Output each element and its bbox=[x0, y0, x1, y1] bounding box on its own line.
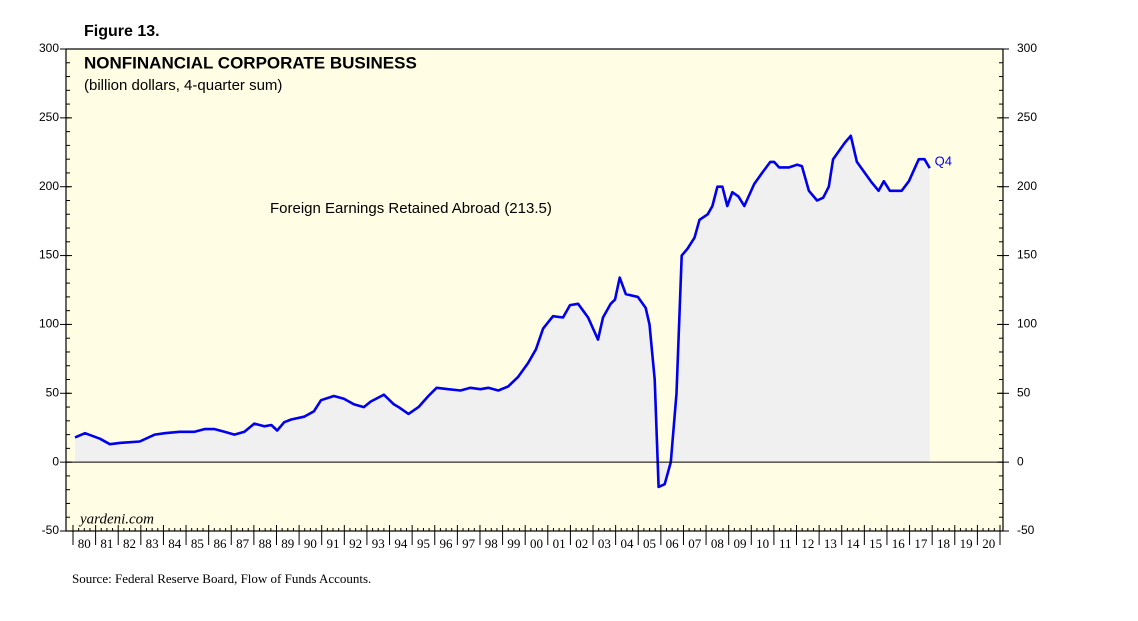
y2-tick-label: 200 bbox=[1017, 179, 1037, 193]
watermark: yardeni.com bbox=[78, 511, 154, 527]
y2-tick-label: -50 bbox=[1017, 523, 1035, 537]
figure-label: Figure 13. bbox=[84, 23, 160, 40]
x-tick-label: 05 bbox=[643, 536, 656, 551]
x-tick-label: 99 bbox=[507, 536, 520, 551]
y-tick-label: 0 bbox=[52, 454, 59, 468]
x-tick-label: 09 bbox=[733, 536, 746, 551]
chart-title: NONFINANCIAL CORPORATE BUSINESS bbox=[84, 53, 417, 72]
x-tick-label: 92 bbox=[349, 536, 362, 551]
source: Source: Federal Reserve Board, Flow of F… bbox=[72, 571, 371, 586]
x-tick-label: 87 bbox=[236, 536, 250, 551]
y2-tick-label: 50 bbox=[1017, 385, 1031, 399]
x-tick-label: 15 bbox=[869, 536, 882, 551]
x-tick-label: 07 bbox=[688, 536, 702, 551]
y-tick-label: 200 bbox=[39, 179, 59, 193]
x-tick-label: 01 bbox=[553, 536, 566, 551]
x-tick-label: 02 bbox=[575, 536, 588, 551]
x-tick-label: 90 bbox=[304, 536, 317, 551]
x-tick-label: 94 bbox=[394, 536, 408, 551]
y-tick-label: 100 bbox=[39, 317, 59, 331]
x-tick-label: 04 bbox=[620, 536, 634, 551]
x-tick-label: 14 bbox=[847, 536, 861, 551]
x-tick-label: 13 bbox=[824, 536, 837, 551]
plot-frame bbox=[65, 48, 1004, 532]
x-tick-label: 96 bbox=[440, 536, 454, 551]
end-label: Q4 bbox=[935, 154, 952, 169]
x-tick-label: 12 bbox=[801, 536, 814, 551]
x-tick-label: 84 bbox=[168, 536, 182, 551]
x-tick-label: 16 bbox=[892, 536, 906, 551]
x-tick-label: 80 bbox=[78, 536, 91, 551]
x-tick-label: 98 bbox=[485, 536, 498, 551]
y-tick-label: -50 bbox=[42, 523, 60, 537]
x-tick-label: 97 bbox=[462, 536, 476, 551]
x-tick-label: 17 bbox=[914, 536, 928, 551]
plot-layer bbox=[74, 134, 931, 489]
x-tick-label: 91 bbox=[327, 536, 340, 551]
x-tick-label: 88 bbox=[259, 536, 272, 551]
x-tick-label: 18 bbox=[937, 536, 950, 551]
y2-tick-label: 0 bbox=[1017, 454, 1024, 468]
y2-tick-label: 250 bbox=[1017, 110, 1037, 124]
x-tick-label: 08 bbox=[711, 536, 724, 551]
y2-tick-label: 300 bbox=[1017, 41, 1037, 55]
area bbox=[75, 135, 930, 487]
y-tick-label: 150 bbox=[39, 248, 59, 262]
x-tick-label: 03 bbox=[598, 536, 611, 551]
x-tick-label: 86 bbox=[213, 536, 227, 551]
x-tick-label: 89 bbox=[281, 536, 294, 551]
y-tick-label: 300 bbox=[39, 41, 59, 55]
x-tick-label: 81 bbox=[100, 536, 113, 551]
x-tick-label: 19 bbox=[960, 536, 973, 551]
annotation: Foreign Earnings Retained Abroad (213.5) bbox=[270, 200, 552, 217]
line bbox=[74, 134, 931, 489]
y-tick-label: 250 bbox=[39, 110, 59, 124]
x-tick-label: 10 bbox=[756, 536, 769, 551]
x-tick-label: 06 bbox=[666, 536, 680, 551]
chart-subtitle: (billion dollars, 4-quarter sum) bbox=[84, 77, 282, 94]
x-tick-label: 83 bbox=[146, 536, 159, 551]
y-tick-label: 50 bbox=[46, 385, 60, 399]
y2-tick-label: 100 bbox=[1017, 317, 1037, 331]
x-tick-label: 85 bbox=[191, 536, 204, 551]
x-tick-label: 00 bbox=[530, 536, 543, 551]
x-tick-label: 93 bbox=[372, 536, 385, 551]
x-tick-label: 20 bbox=[982, 536, 995, 551]
x-tick-label: 82 bbox=[123, 536, 136, 551]
y2-tick-label: 150 bbox=[1017, 248, 1037, 262]
x-tick-label: 95 bbox=[417, 536, 430, 551]
x-tick-label: 11 bbox=[779, 536, 792, 551]
